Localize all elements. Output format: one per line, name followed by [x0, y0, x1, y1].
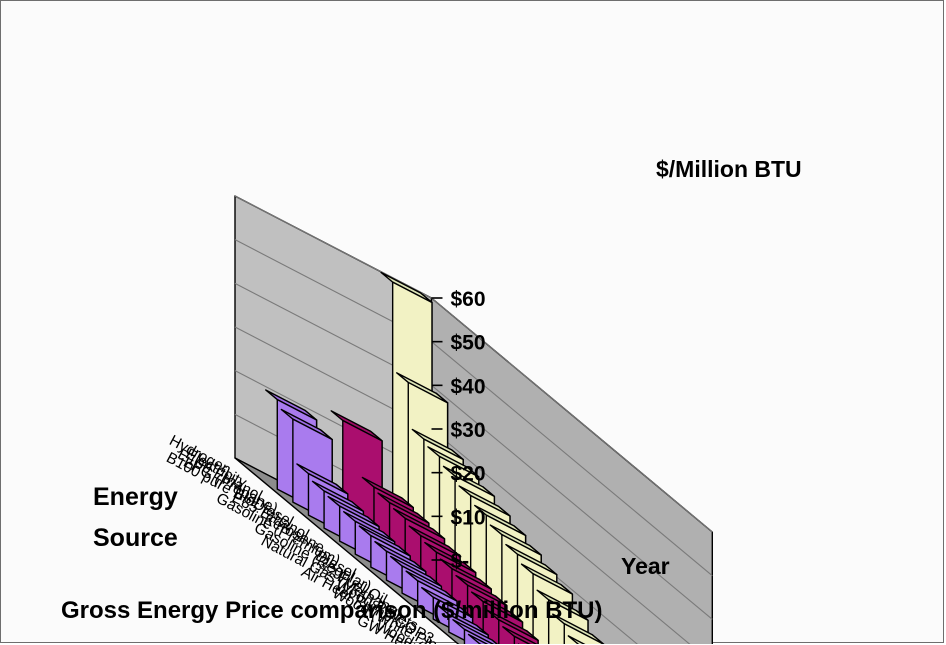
value-axis-tick-label: $60 — [451, 288, 486, 311]
bar-top-face — [467, 633, 489, 644]
bar-front-face — [498, 619, 539, 644]
value-axis-tick-label: $50 — [451, 332, 486, 355]
category-axis-title-line2: Source — [93, 524, 178, 552]
gridline-side — [431, 384, 713, 620]
gridline-side — [431, 428, 691, 644]
bar-top-face — [567, 635, 586, 644]
value-axis-tick-label: $40 — [451, 375, 486, 398]
series-axis-title: Year — [621, 553, 670, 579]
gridline-side — [431, 297, 713, 533]
value-axis-tick-label: $20 — [451, 463, 486, 486]
bar-front-face — [513, 635, 531, 644]
value-axis-ticks: $- $10 $20 $30 $40 $50 $60 — [431, 288, 486, 573]
chart-title: Gross Energy Price comparison ($/million… — [61, 597, 602, 624]
category-axis-title-line1: Energy — [93, 483, 178, 511]
value-axis-title: $/Million BTU — [656, 156, 802, 182]
value-axis-tick-label: $10 — [451, 506, 486, 529]
bar-front-face — [463, 628, 495, 644]
gridline-side — [431, 341, 713, 577]
bar-top-face — [502, 626, 538, 644]
value-axis-tick-label: $- — [451, 550, 470, 573]
value-axis-tick-label: $30 — [451, 419, 486, 442]
bars-group — [265, 271, 605, 644]
